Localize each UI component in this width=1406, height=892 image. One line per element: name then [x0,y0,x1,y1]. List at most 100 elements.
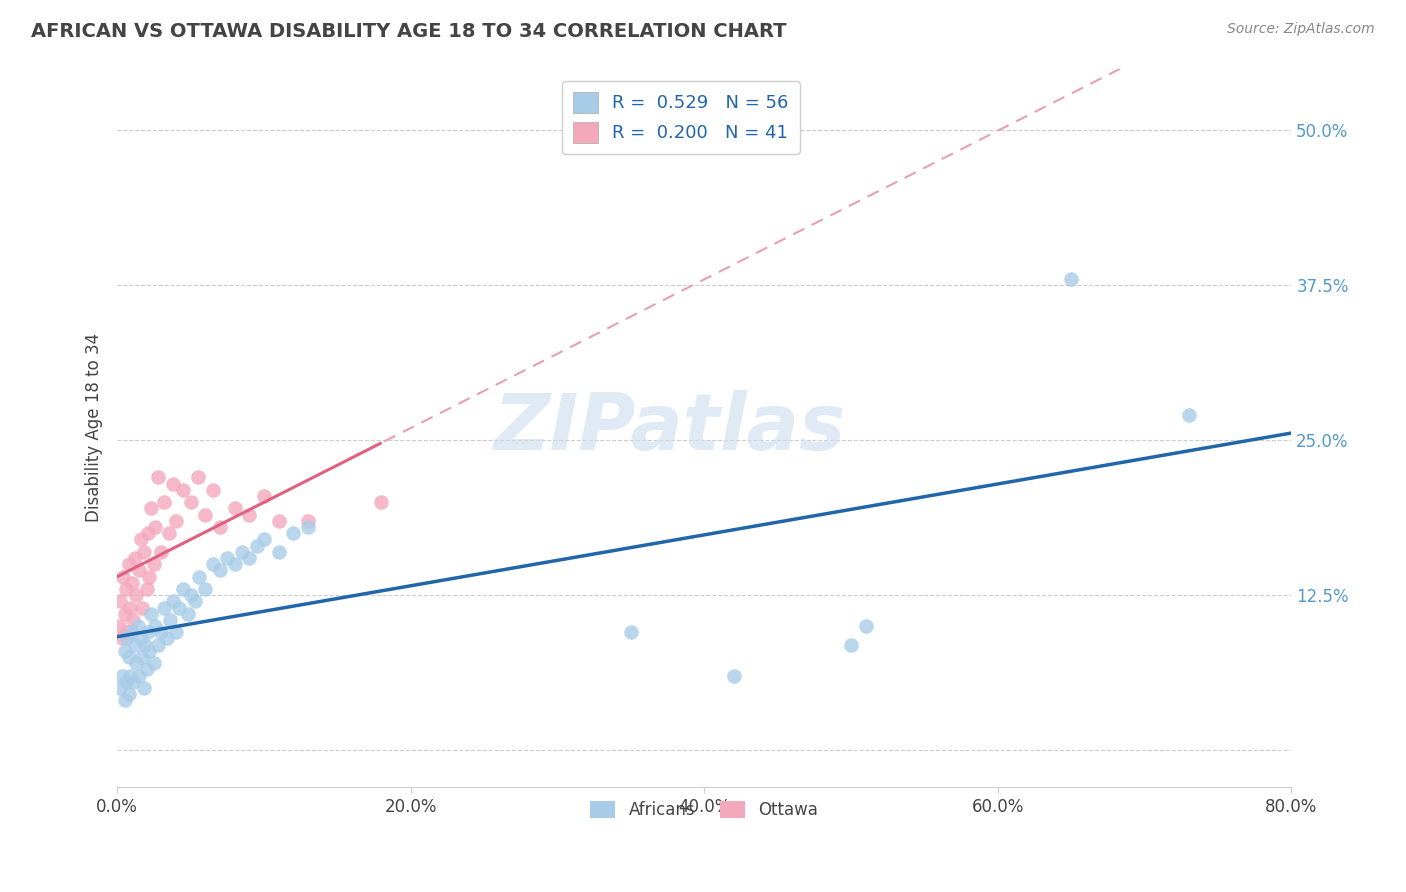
Point [108,594,131,608]
Point [118,650,141,665]
Point [138,569,160,583]
Point [121,625,143,640]
Point [118,687,141,701]
Point [110,632,132,646]
Point [122,674,145,689]
Point [855,619,877,633]
Text: AFRICAN VS OTTAWA DISABILITY AGE 18 TO 34 CORRELATION CHART: AFRICAN VS OTTAWA DISABILITY AGE 18 TO 3… [31,22,786,41]
Point [132,545,155,559]
Point [217,550,239,565]
Point [134,638,156,652]
Point [1060,272,1083,286]
Point [125,588,148,602]
Point [127,619,149,633]
Point [108,681,131,695]
Point [370,495,392,509]
Point [107,619,129,633]
Point [136,625,159,640]
Point [148,470,170,484]
Point [620,625,643,640]
Point [128,563,150,577]
Point [139,501,162,516]
Point [208,563,231,577]
Point [122,613,145,627]
Point [125,657,148,671]
Point [162,594,184,608]
Point [120,668,142,682]
Point [159,613,181,627]
Point [132,681,155,695]
Point [253,489,276,503]
Point [194,508,217,522]
Point [297,520,319,534]
Point [224,557,246,571]
Point [172,582,194,596]
Point [253,533,276,547]
Point [153,495,176,509]
Point [148,638,170,652]
Point [839,638,862,652]
Point [208,520,231,534]
Text: Source: ZipAtlas.com: Source: ZipAtlas.com [1227,22,1375,37]
Point [231,545,253,559]
Point [246,539,269,553]
Point [723,668,745,682]
Y-axis label: Disability Age 18 to 34: Disability Age 18 to 34 [86,334,103,523]
Point [267,545,290,559]
Point [172,483,194,497]
Point [118,557,141,571]
Point [117,632,139,646]
Point [167,600,190,615]
Point [129,632,152,646]
Point [201,557,224,571]
Point [139,607,162,621]
Point [150,625,173,640]
Point [150,545,173,559]
Point [194,582,217,596]
Point [138,644,160,658]
Point [120,600,142,615]
Point [136,526,159,541]
Point [131,600,153,615]
Point [238,550,260,565]
Point [143,619,166,633]
Point [115,674,138,689]
Point [187,470,209,484]
Point [142,657,165,671]
Point [135,582,157,596]
Point [121,575,143,590]
Point [267,514,290,528]
Legend: Africans, Ottawa: Africans, Ottawa [583,794,825,826]
Point [124,550,146,565]
Point [143,520,166,534]
Text: ZIPatlas: ZIPatlas [494,390,845,466]
Point [114,607,136,621]
Point [184,594,207,608]
Point [188,569,211,583]
Point [142,557,165,571]
Point [297,514,319,528]
Point [131,650,153,665]
Point [129,533,152,547]
Point [110,668,132,682]
Point [283,526,305,541]
Point [157,526,180,541]
Point [201,483,224,497]
Point [135,663,157,677]
Point [114,693,136,707]
Point [165,514,187,528]
Point [224,501,246,516]
Point [124,638,146,652]
Point [165,625,187,640]
Point [117,625,139,640]
Point [114,644,136,658]
Point [156,632,179,646]
Point [180,588,202,602]
Point [180,495,202,509]
Point [153,600,176,615]
Point [112,569,135,583]
Point [238,508,260,522]
Point [176,607,198,621]
Point [128,668,150,682]
Point [162,476,184,491]
